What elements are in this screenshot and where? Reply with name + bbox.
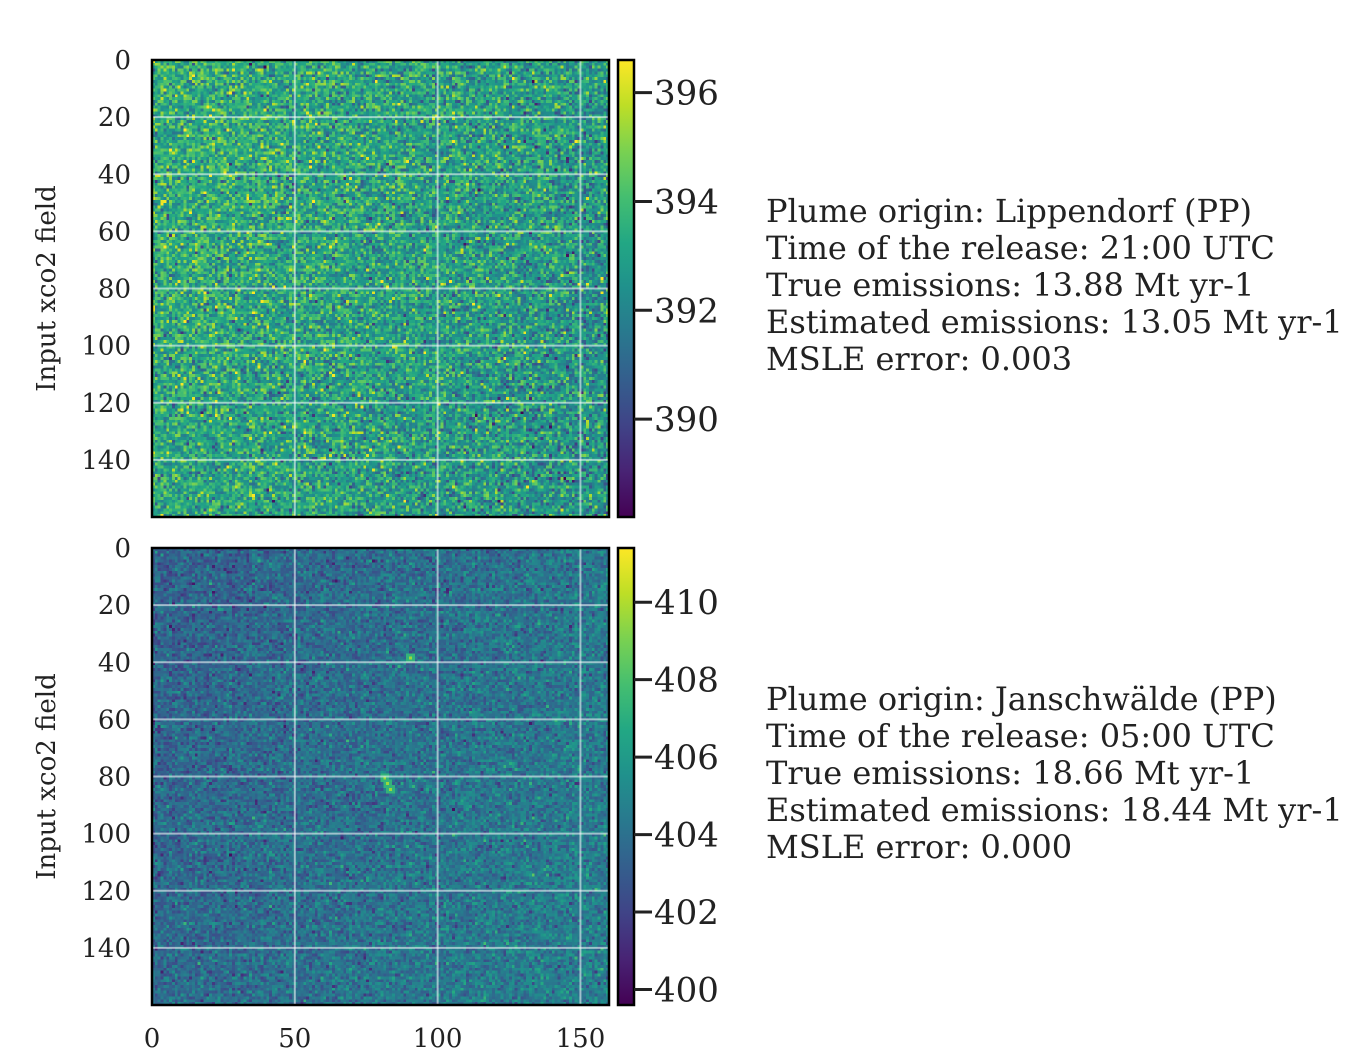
x-tick-label: 150 <box>556 1024 606 1054</box>
colorbar <box>616 546 636 1007</box>
y-tick-label: 20 <box>98 103 131 133</box>
annotation-line: Estimated emissions: 13.05 Mt yr-1 <box>766 303 1343 341</box>
annotation-line: Time of the release: 21:00 UTC <box>766 229 1275 267</box>
colorbar-tick-label: 394 <box>654 182 719 222</box>
y-tick-label: 120 <box>81 877 131 907</box>
annotation-line: Plume origin: Lippendorf (PP) <box>766 192 1252 230</box>
colorbar-tick-label: 392 <box>654 291 719 331</box>
y-tick-label: 140 <box>81 934 131 964</box>
colorbar-tick-label: 406 <box>654 738 719 778</box>
x-tick-label: 0 <box>144 1024 161 1054</box>
annotation-line: True emissions: 13.88 Mt yr-1 <box>766 266 1254 304</box>
annotation-line: Estimated emissions: 18.44 Mt yr-1 <box>766 791 1343 829</box>
annotation-line: Time of the release: 05:00 UTC <box>766 717 1275 755</box>
y-axis-label: Input xco2 field <box>32 185 62 392</box>
y-tick-label: 60 <box>98 217 131 247</box>
colorbar-tick-label: 410 <box>654 583 719 623</box>
y-axis-label: Input xco2 field <box>32 673 62 880</box>
y-tick-label: 60 <box>98 705 131 735</box>
y-tick-label: 100 <box>81 820 131 850</box>
colorbar-tick-label: 400 <box>654 971 719 1011</box>
axes-frame <box>150 58 611 519</box>
chart-panel-2: 0 20 40 60 80 100 120 140 0 50 100 150 Input xco2 fi… <box>32 534 1343 1054</box>
annotation-line: True emissions: 18.66 Mt yr-1 <box>766 754 1254 792</box>
x-tick-label: 100 <box>413 1024 463 1054</box>
y-tick-label: 140 <box>81 446 131 476</box>
x-tick-label: 50 <box>278 1024 311 1054</box>
y-tick-label: 120 <box>81 389 131 419</box>
y-tick-label: 80 <box>98 763 131 793</box>
colorbar-tick-label: 390 <box>654 400 719 440</box>
y-tick-label: 80 <box>98 275 131 305</box>
y-tick-label: 40 <box>98 648 131 678</box>
y-tick-label: 20 <box>98 591 131 621</box>
annotation-line: Plume origin: Janschwälde (PP) <box>766 680 1277 718</box>
colorbar-tick-label: 402 <box>654 893 719 933</box>
y-tick-label: 100 <box>81 332 131 362</box>
y-tick-label: 0 <box>114 46 131 76</box>
colorbar-tick-label: 404 <box>654 816 719 856</box>
colorbar <box>616 58 636 519</box>
colorbar-tick-label: 408 <box>654 661 719 701</box>
axes-frame <box>150 546 611 1007</box>
annotation-line: MSLE error: 0.000 <box>766 828 1072 866</box>
colorbar-tick-label: 396 <box>654 74 719 114</box>
y-tick-label: 0 <box>114 534 131 564</box>
y-tick-label: 40 <box>98 160 131 190</box>
annotation-line: MSLE error: 0.003 <box>766 340 1072 378</box>
chart-panel-1: 0 20 40 60 80 100 120 140 Input xco2 field 390 392… <box>32 46 1343 519</box>
